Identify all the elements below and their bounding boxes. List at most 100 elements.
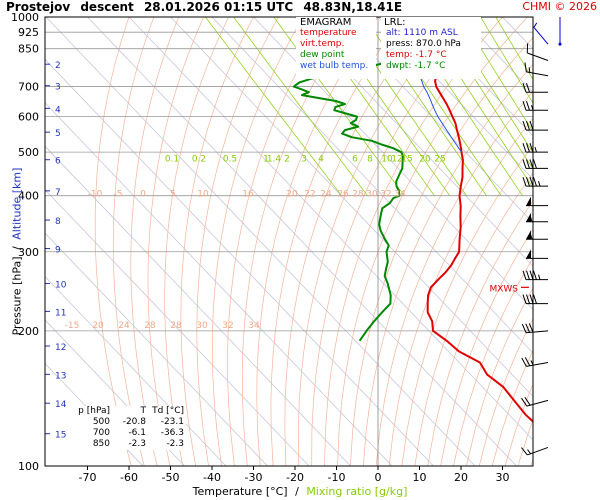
dry-adiabat-label: 16 [242, 190, 254, 200]
temperature-line [397, 45, 533, 423]
wind-barb-flag [521, 357, 527, 367]
isotherm [336, 17, 533, 224]
altitude-tick-label: 14 [55, 400, 67, 410]
x-tick-label: -50 [162, 471, 180, 484]
isotherm [211, 17, 533, 354]
wind-barb [522, 270, 548, 281]
isotherm [45, 17, 476, 466]
isotherm [419, 17, 533, 137]
table-cell-p: 500 [92, 417, 110, 427]
wind-barb-flag [526, 43, 529, 54]
table-row: 500 -20.8 -23.1 [76, 417, 186, 428]
dry-adiabat-label: 28 [144, 321, 156, 331]
isotherm [253, 17, 533, 311]
table-row: 700 -6.1 -36.3 [76, 428, 186, 439]
wind-barb [526, 249, 548, 259]
dry-adiabat-label: -5 [114, 190, 123, 200]
mixing-ratio-label: 1 [263, 154, 269, 164]
wind-barb-pennant [526, 230, 531, 240]
wind-barb-half [530, 360, 534, 366]
legend-item-temperature: temperature [300, 28, 357, 38]
table-header: p [hPa] T Td [°C] [76, 406, 186, 417]
dry-adiabat-label: 10 [197, 190, 209, 200]
wind-barb-half [528, 67, 531, 73]
pressure-tick-label: 300 [18, 246, 39, 259]
sounding-mode: descent [80, 0, 134, 14]
table-cell-t: -2.3 [128, 439, 146, 449]
table-row: 850 -2.3 -2.3 [76, 439, 186, 450]
wind-barb-half [531, 105, 534, 111]
dry-adiabat-label: 32 [222, 321, 233, 331]
dry-adiabat [453, 257, 533, 466]
wind-barb-flag [526, 270, 530, 280]
x-tick-label: 20 [454, 471, 468, 484]
wind-barb-flag [522, 143, 527, 153]
dry-adiabat-label: -15 [65, 321, 80, 331]
plot-frame [44, 16, 534, 467]
x-tick-label: -30 [245, 471, 263, 484]
altitude-tick-label: 11 [55, 308, 66, 318]
dry-adiabat-label: 32 [380, 190, 391, 200]
altitude-tick-label: 12 [55, 343, 66, 353]
wind-barb [521, 446, 549, 456]
x-tick-label: -70 [79, 471, 97, 484]
wind-barb-half [534, 147, 537, 153]
altitude-tick-label: 5 [55, 129, 61, 139]
station-name: Prostejov [6, 0, 71, 14]
dewpoint-line [292, 48, 404, 342]
wind-barb-pennant [526, 196, 531, 206]
dry-adiabat-label: 20 [92, 321, 104, 331]
x-tick-label: -40 [203, 471, 221, 484]
mxws-label: MXWS [489, 284, 518, 294]
mixing-ratio-label: 25 [434, 154, 445, 164]
wind-barb-staff [527, 446, 549, 456]
mixing-ratio-label: 2 [284, 154, 290, 164]
wind-barb-pennant [526, 212, 531, 222]
wind-barb-flag [529, 294, 534, 304]
wind-barb-staff [526, 399, 549, 407]
wind-barb-flag [522, 120, 527, 131]
wind-barb-flag [529, 143, 534, 153]
pressure-tick-label: 700 [18, 81, 39, 94]
wind-barb-flag [524, 62, 527, 72]
wind-barb-half [527, 449, 532, 455]
x-axis-title-sep: / [295, 485, 299, 498]
wind-barb [522, 294, 548, 305]
dry-adiabat [530, 458, 533, 466]
mixing-ratio-label: 0.2 [192, 154, 206, 164]
altitude-tick-label: 10 [55, 280, 67, 290]
isotherm [45, 58, 434, 466]
wind-barb [522, 101, 548, 111]
isotherm [377, 17, 533, 180]
wind-barb-staff [526, 330, 549, 334]
dry-adiabat [595, 17, 600, 466]
dry-adiabat-label: 30 [196, 321, 208, 331]
isotherm [170, 17, 533, 397]
dry-adiabat-label: 28 [352, 190, 364, 200]
mixing-ratio-label: 0.1 [165, 154, 179, 164]
table-cell-t: -20.8 [122, 417, 146, 427]
dry-adiabat-label: 22 [304, 190, 315, 200]
wind-barb-flag [524, 396, 531, 406]
dry-adiabat-label: 24 [320, 190, 332, 200]
altitude-tick-label: 8 [55, 217, 61, 227]
wind-barb [522, 177, 548, 187]
dry-adiabat [375, 90, 533, 466]
table-header-td: Td [°C] [152, 406, 184, 416]
wind-barb-staff [526, 362, 549, 367]
wind-barb-flag [521, 447, 528, 456]
pressure-tick-label: 500 [18, 146, 39, 159]
wind-barb-flag [526, 159, 530, 169]
isotherm [45, 232, 268, 466]
legend-item-dew-point: dew point [300, 50, 345, 60]
dry-adiabat [362, 63, 533, 466]
x-tick-label: 0 [375, 471, 382, 484]
wind-barb [522, 120, 548, 131]
chart-title: Prostejov descent 28.01.2026 01:15 UTC 4… [6, 0, 402, 16]
wind-barb-flag [526, 294, 530, 304]
wind-barb-flag [522, 159, 527, 169]
wind-barb-flag [533, 270, 537, 280]
lrl-title: LRL: [384, 17, 406, 28]
y-axis-title: Pressure [hPa] / Altitude [km] [11, 167, 24, 337]
x-tick-label: -20 [286, 471, 304, 484]
